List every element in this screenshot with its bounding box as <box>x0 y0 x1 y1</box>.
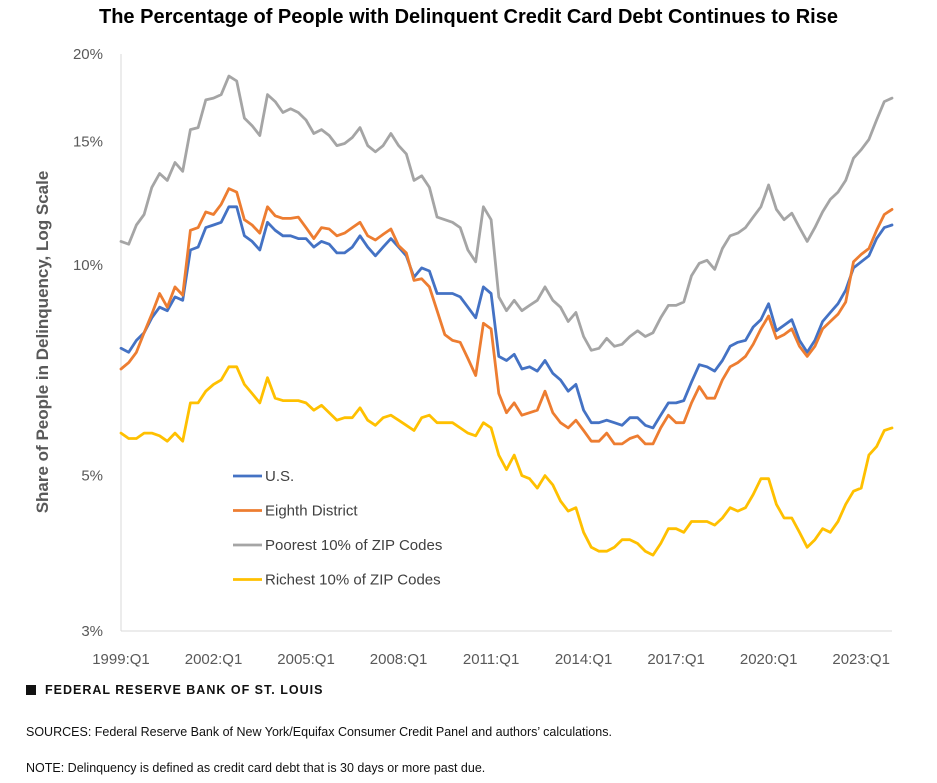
y-tick-label: 3% <box>81 623 103 640</box>
chart-title: The Percentage of People with Delinquent… <box>99 6 838 28</box>
legend-label: Eighth District <box>265 503 358 520</box>
y-tick-label: 20% <box>73 46 103 63</box>
series-line-u-s <box>119 205 894 430</box>
legend-label: Richest 10% of ZIP Codes <box>265 572 441 589</box>
brand-text: FEDERAL RESERVE BANK OF ST. LOUIS <box>45 683 324 697</box>
x-tick-label: 2020:Q1 <box>740 651 798 668</box>
brand-square-icon <box>26 685 36 695</box>
legend: U.S. Eighth District Poorest 10% of ZIP Co… <box>233 468 442 589</box>
x-tick-label: 2023:Q1 <box>832 651 890 668</box>
series-line-richest-10-of-zip-codes <box>119 365 894 557</box>
y-axis-label: Share of People in Delinquency, Log Scal… <box>33 171 52 514</box>
definition-note: NOTE: Delinquency is defined as credit c… <box>26 761 486 775</box>
y-tick-label: 15% <box>73 133 103 150</box>
x-tick-label: 2005:Q1 <box>277 651 335 668</box>
series-line-eighth-district <box>119 187 894 446</box>
x-axis-ticks: 1999:Q1 2002:Q1 2005:Q1 2008:Q1 2011:Q1 2014:… <box>92 651 890 668</box>
y-axis-ticks: 3% 5% 10% 15% 20% <box>73 46 103 640</box>
y-tick-label: 10% <box>73 257 103 274</box>
x-tick-label: 2017:Q1 <box>647 651 705 668</box>
chart-axes <box>120 54 892 632</box>
sources-note: SOURCES: Federal Reserve Bank of New Yor… <box>26 725 612 739</box>
x-tick-label: 2014:Q1 <box>555 651 613 668</box>
x-tick-label: 1999:Q1 <box>92 651 150 668</box>
series-lines <box>119 74 894 557</box>
line-chart: 3% 5% 10% 15% 20% 1999:Q1 2002:Q1 2005:Q1 2008:… <box>33 46 894 668</box>
series-line-poorest-10-of-zip-codes <box>119 74 894 352</box>
brand-footer: FEDERAL RESERVE BANK OF ST. LOUIS <box>26 683 323 697</box>
legend-label: U.S. <box>265 468 294 485</box>
x-tick-label: 2011:Q1 <box>463 651 519 668</box>
y-tick-label: 5% <box>81 468 103 485</box>
x-tick-label: 2002:Q1 <box>185 651 243 668</box>
x-tick-label: 2008:Q1 <box>370 651 428 668</box>
legend-label: Poorest 10% of ZIP Codes <box>265 537 442 554</box>
